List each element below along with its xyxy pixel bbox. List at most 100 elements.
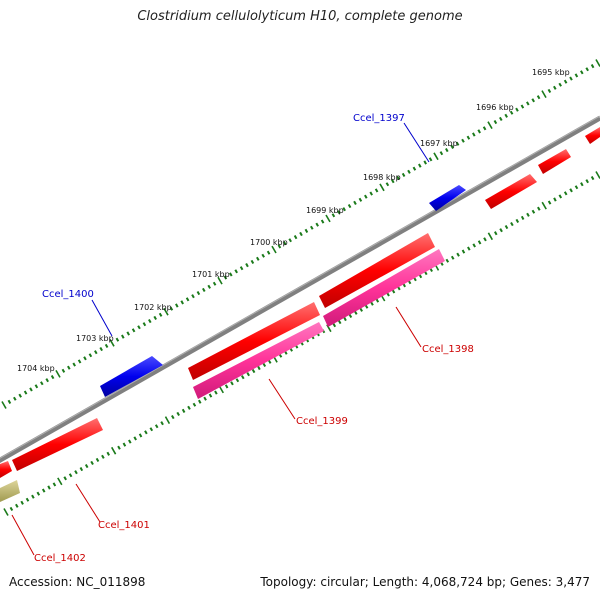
scale-minor-tick bbox=[364, 304, 369, 309]
scale-minor-tick bbox=[375, 298, 380, 303]
gene-forward-right-3[interactable] bbox=[585, 127, 600, 144]
gene-ccel-1397-arrow[interactable] bbox=[429, 185, 466, 211]
scale-minor-tick bbox=[320, 219, 325, 224]
scale-minor-tick bbox=[196, 290, 201, 296]
scale-minor-tick bbox=[187, 405, 191, 410]
gene-ccel-1401-red[interactable] bbox=[12, 418, 103, 471]
gene-label-ccel-1400[interactable]: Ccel_1400 bbox=[42, 289, 94, 300]
gene-label-ccel-1399[interactable]: Ccel_1399 bbox=[296, 416, 348, 427]
scale-minor-tick bbox=[267, 359, 272, 364]
gene-ccel-1402-red[interactable] bbox=[0, 461, 12, 478]
scale-label-1700: 1700 kbp bbox=[250, 238, 288, 247]
scale-minor-tick bbox=[192, 402, 197, 407]
scale-minor-tick bbox=[207, 284, 211, 289]
scale-minor-tick bbox=[84, 463, 89, 469]
inner-scale-ticks bbox=[3, 171, 600, 516]
scale-minor-tick bbox=[239, 266, 244, 271]
scale-minor-tick bbox=[208, 393, 213, 398]
scale-minor-tick bbox=[585, 67, 589, 72]
scale-minor-tick bbox=[203, 396, 207, 401]
scale-minor-tick bbox=[483, 237, 487, 242]
scale-minor-tick bbox=[520, 215, 525, 220]
scale-minor-tick bbox=[29, 387, 33, 392]
scale-minor-tick bbox=[374, 188, 379, 193]
scale-minor-tick bbox=[257, 365, 261, 371]
scale-minor-tick bbox=[563, 191, 568, 196]
scale-label-1698: 1698 kbp bbox=[363, 173, 401, 182]
scale-minor-tick bbox=[304, 228, 309, 233]
ccel-1399-connector bbox=[268, 378, 296, 420]
scale-minor-tick bbox=[526, 101, 530, 106]
scale-minor-tick bbox=[531, 98, 535, 103]
scale-minor-tick bbox=[256, 256, 260, 261]
scale-label-1704: 1704 kbp bbox=[17, 364, 55, 373]
scale-minor-tick bbox=[121, 334, 125, 339]
scale-label-1699: 1699 kbp bbox=[306, 206, 344, 215]
scale-minor-tick bbox=[574, 73, 579, 78]
scale-label-1702: 1702 kbp bbox=[134, 303, 172, 312]
scale-minor-tick bbox=[104, 343, 109, 349]
gene-ccel-1398-pink[interactable] bbox=[323, 249, 445, 327]
gene-ccel-1399-pink[interactable] bbox=[193, 322, 324, 399]
genome-summary-text: Topology: circular; Length: 4,068,724 bp… bbox=[260, 575, 590, 589]
scale-minor-tick bbox=[68, 473, 73, 478]
scale-minor-tick bbox=[18, 393, 22, 398]
scale-minor-tick bbox=[342, 207, 346, 212]
gene-label-ccel-1397[interactable]: Ccel_1397 bbox=[353, 113, 405, 124]
scale-minor-tick bbox=[494, 231, 498, 236]
gene-forward-right-2[interactable] bbox=[538, 149, 571, 174]
scale-minor-tick bbox=[515, 107, 519, 112]
scale-minor-tick bbox=[15, 503, 19, 508]
scale-minor-tick bbox=[52, 482, 57, 487]
scale-minor-tick bbox=[299, 231, 303, 237]
gene-ccel-1400-arrow[interactable] bbox=[100, 356, 163, 397]
scale-minor-tick bbox=[369, 191, 373, 196]
scale-major-tick bbox=[164, 416, 171, 424]
scale-minor-tick bbox=[202, 287, 206, 293]
scale-minor-tick bbox=[45, 378, 49, 383]
scale-label-1695: 1695 kbp bbox=[532, 68, 570, 77]
scale-minor-tick bbox=[515, 218, 520, 224]
scale-minor-tick bbox=[126, 331, 130, 336]
scale-minor-tick bbox=[191, 294, 195, 299]
scale-minor-tick bbox=[250, 259, 255, 265]
scale-minor-tick bbox=[461, 138, 465, 143]
gene-label-ccel-1402[interactable]: Ccel_1402 bbox=[34, 553, 86, 564]
scale-minor-tick bbox=[131, 328, 136, 333]
gene-forward-right-1[interactable] bbox=[485, 174, 537, 209]
scale-minor-tick bbox=[358, 197, 363, 202]
scale-minor-tick bbox=[531, 209, 536, 214]
scale-minor-tick bbox=[510, 221, 514, 227]
scale-minor-tick bbox=[450, 255, 455, 260]
gene-ccel-1402-olive[interactable] bbox=[0, 480, 20, 502]
gene-ccel-1398-red[interactable] bbox=[319, 233, 435, 308]
scale-minor-tick bbox=[148, 318, 152, 324]
scale-minor-tick bbox=[396, 175, 400, 181]
scale-minor-tick bbox=[293, 235, 298, 240]
ccel-1397-connector bbox=[403, 122, 430, 163]
scale-minor-tick bbox=[95, 457, 100, 463]
gene-label-ccel-1398[interactable]: Ccel_1398 bbox=[422, 344, 474, 355]
scale-minor-tick bbox=[348, 313, 353, 319]
scale-minor-tick bbox=[133, 436, 137, 441]
scale-minor-tick bbox=[171, 414, 175, 420]
scale-minor-tick bbox=[337, 210, 341, 215]
scale-minor-tick bbox=[359, 307, 363, 312]
scale-minor-tick bbox=[466, 135, 471, 140]
scale-minor-tick bbox=[412, 166, 417, 171]
accession-text: Accession: NC_011898 bbox=[9, 575, 146, 589]
scale-minor-tick bbox=[455, 141, 460, 146]
gene-ccel-1399-red[interactable] bbox=[188, 302, 320, 380]
scale-minor-tick bbox=[439, 151, 444, 156]
scale-minor-tick bbox=[230, 381, 234, 386]
scale-minor-tick bbox=[428, 157, 433, 162]
scale-major-tick bbox=[595, 171, 600, 179]
map-title: Clostridium cellulolyticum H10, complete… bbox=[137, 9, 463, 24]
scale-minor-tick bbox=[331, 213, 336, 218]
scale-minor-tick bbox=[106, 451, 110, 456]
gene-label-ccel-1401[interactable]: Ccel_1401 bbox=[98, 520, 150, 531]
scale-minor-tick bbox=[25, 497, 30, 502]
scale-minor-tick bbox=[418, 163, 422, 168]
scale-minor-tick bbox=[580, 182, 584, 187]
